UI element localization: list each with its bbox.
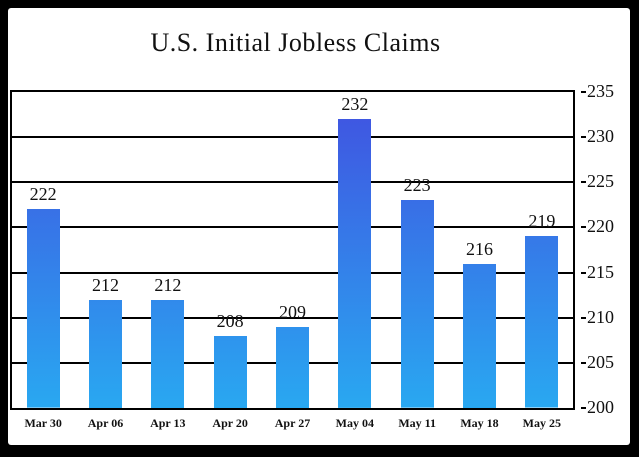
bar-value-label: 222	[29, 184, 57, 205]
bar-may-04	[338, 119, 372, 408]
x-axis-tick-label: May 18	[460, 416, 499, 430]
y-axis-tick	[581, 271, 586, 274]
bar-may-11	[400, 200, 434, 408]
x-axis-tick-label: Apr 06	[87, 416, 124, 430]
y-axis-tick	[581, 407, 586, 409]
y-axis-tick	[581, 181, 586, 184]
bar-value-label: 212	[154, 274, 182, 295]
bar-may-25	[525, 236, 559, 408]
bar-value-label: 208	[216, 310, 244, 331]
x-axis-tick-label: Apr 20	[212, 416, 248, 430]
y-axis-tick-label: 225	[587, 171, 614, 192]
y-axis-tick	[581, 361, 586, 364]
y-axis-tick	[581, 136, 586, 139]
bar-apr-13	[151, 299, 185, 408]
x-axis-labels: Mar 30 Apr 06 Apr 13 Apr 20 Apr 27 May 04 May …	[12, 416, 573, 440]
bar-apr-20	[213, 335, 247, 408]
gridline	[12, 136, 573, 139]
y-axis-tick-label: 215	[587, 261, 614, 282]
chart-frame: U.S. Initial Jobless Claims 222 212 212 208…	[8, 8, 630, 445]
y-axis-tick-label: 220	[587, 216, 614, 237]
y-axis-tick-label: 205	[587, 351, 614, 372]
bar-value-label: 212	[92, 274, 119, 295]
x-axis-tick-label: May 25	[522, 416, 561, 430]
y-axis-tick	[581, 91, 586, 93]
y-axis-tick-label: 230	[587, 126, 614, 147]
y-axis-tick	[581, 226, 586, 229]
x-axis-tick-label: May 11	[398, 416, 436, 430]
y-axis-labels: 235 230 225 220 215 210 205 200	[581, 81, 630, 417]
bar-mar-30	[26, 209, 60, 408]
bar-value-label: 232	[341, 94, 369, 115]
bar-value-label: 219	[528, 211, 556, 232]
plot-area: 222 212 212 208 209 232 223 216 219	[10, 90, 575, 410]
x-axis-tick-label: Mar 30	[24, 416, 62, 430]
gridline	[12, 226, 573, 229]
gridline	[12, 271, 573, 274]
bar-value-label: 216	[466, 238, 493, 259]
bar-apr-27	[276, 326, 309, 408]
x-axis-tick-label: Apr 13	[150, 416, 186, 430]
chart-title: U.S. Initial Jobless Claims	[150, 28, 441, 57]
x-axis-tick-label: Apr 27	[274, 416, 311, 430]
bar-value-label: 209	[279, 301, 306, 322]
gridline	[12, 181, 573, 184]
bar-apr-06	[89, 299, 122, 408]
x-axis-tick-label: May 04	[335, 416, 374, 430]
gridline	[12, 316, 573, 319]
bar-value-label: 223	[403, 175, 431, 196]
y-axis-tick-label: 210	[587, 306, 614, 327]
y-axis-tick	[581, 316, 586, 319]
y-axis-tick-label: 200	[587, 397, 614, 417]
bar-may-18	[463, 263, 496, 408]
y-axis-tick-label: 235	[587, 81, 614, 101]
